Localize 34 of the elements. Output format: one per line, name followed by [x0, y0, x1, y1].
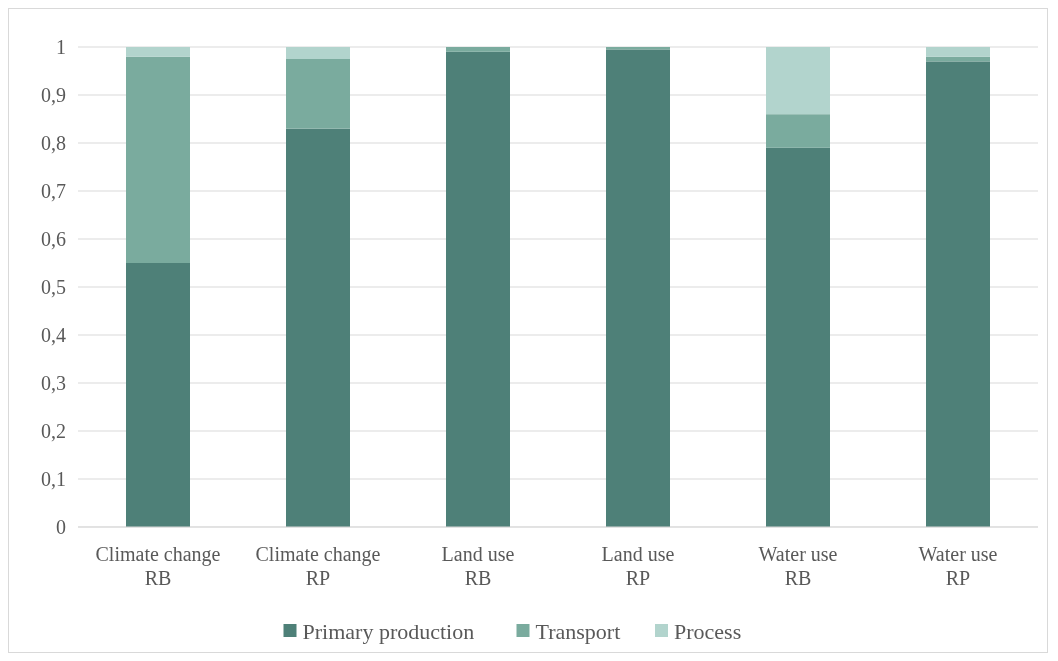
- x-tick-label: Climate change RB: [95, 543, 221, 589]
- y-tick-label: 0,7: [41, 180, 66, 202]
- x-tick-label: Land use RB: [441, 543, 515, 589]
- bar: [126, 47, 190, 57]
- y-tick-label: 0: [56, 516, 66, 538]
- y-tick-label: 0,3: [41, 372, 66, 394]
- x-tick-label: Water use RB: [758, 543, 838, 589]
- legend-label: Transport: [535, 618, 621, 644]
- y-tick-label: 0,9: [41, 84, 66, 106]
- y-tick-label: 0,1: [41, 468, 66, 490]
- y-tick-label: 0,8: [41, 132, 66, 154]
- legend-label: Primary production: [302, 618, 475, 644]
- bar: [126, 263, 190, 527]
- bar: [446, 47, 510, 52]
- y-tick-label: 0,2: [41, 420, 66, 442]
- bar: [446, 51, 510, 527]
- x-tick-label: Water use RP: [918, 543, 998, 589]
- bar: [926, 61, 990, 527]
- bar: [286, 59, 350, 129]
- bar: [286, 47, 350, 59]
- bar: [606, 49, 670, 527]
- bar: [126, 56, 190, 263]
- y-tick-label: 0,5: [41, 276, 66, 298]
- bar: [766, 147, 830, 527]
- bar: [926, 47, 990, 57]
- bar: [286, 128, 350, 527]
- bar: [766, 114, 830, 148]
- y-tick-label: 1: [56, 36, 66, 58]
- legend-label: Process: [674, 618, 742, 644]
- y-tick-label: 0,4: [41, 324, 66, 346]
- x-tick-label: Land use RP: [601, 543, 675, 589]
- bar: [766, 47, 830, 115]
- y-tick-label: 0,6: [41, 228, 66, 250]
- x-tick-label: Climate change RP: [255, 543, 381, 589]
